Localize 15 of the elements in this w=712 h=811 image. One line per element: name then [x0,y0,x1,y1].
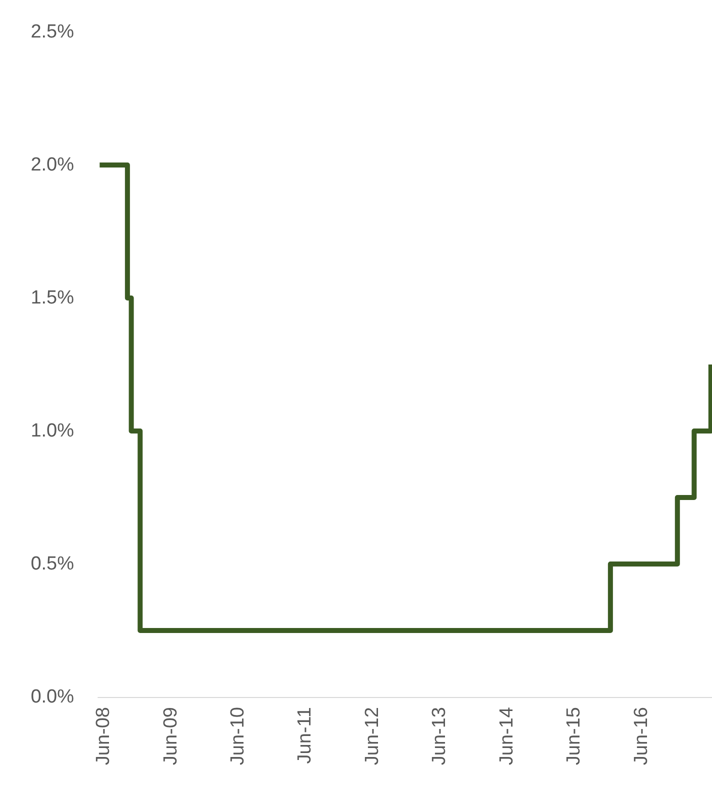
x-tick-label: Jun-09 [160,707,182,766]
y-tick-label: 1.0% [30,420,74,442]
x-tick-label: Jun-13 [429,707,450,766]
y-tick-label: 0.0% [30,686,74,708]
x-tick-label: Jun-16 [630,707,652,766]
y-tick-label: 0.5% [30,554,74,574]
x-tick-label: Jun-11 [294,707,316,764]
y-tick-label: 2.5% [30,22,74,42]
x-tick-label: Jun-14 [496,706,518,766]
y-tick-label: 1.5% [30,288,74,308]
y-tick-label: 2.0% [30,154,74,176]
x-tick-label: Jun-12 [362,707,384,766]
x-tick-label: Jun-08 [93,707,114,766]
x-tick-label: Jun-10 [228,707,249,766]
x-tick-label: Jun-15 [564,707,584,766]
